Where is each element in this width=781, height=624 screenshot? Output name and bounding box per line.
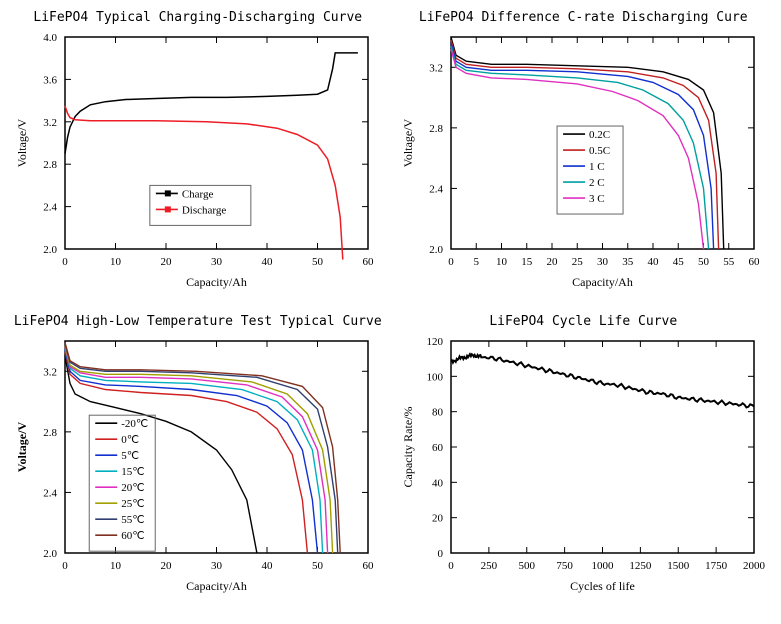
svg-text:10: 10 (496, 256, 508, 268)
svg-text:30: 30 (211, 256, 223, 268)
svg-text:10: 10 (110, 256, 122, 268)
svg-text:10: 10 (110, 560, 122, 572)
svg-text:2.8: 2.8 (43, 159, 57, 171)
svg-text:1500: 1500 (667, 560, 690, 572)
svg-text:2.0: 2.0 (43, 548, 57, 560)
svg-text:0: 0 (448, 560, 454, 572)
svg-text:Capacity/Ah: Capacity/Ah (186, 579, 247, 593)
svg-text:0.2C: 0.2C (589, 129, 610, 141)
svg-text:20: 20 (161, 560, 173, 572)
panel-crate: LiFePO4 Difference C-rate Discharging Cu… (396, 10, 772, 294)
svg-text:20: 20 (432, 513, 444, 525)
svg-text:45: 45 (672, 256, 684, 268)
svg-text:0: 0 (437, 548, 443, 560)
svg-text:2.8: 2.8 (429, 123, 443, 135)
svg-text:-20℃: -20℃ (121, 418, 148, 430)
svg-text:0: 0 (448, 256, 454, 268)
svg-text:60: 60 (363, 256, 375, 268)
panel-cyclelife: LiFePO4 Cycle Life Curve 025050075010001… (396, 314, 772, 598)
svg-text:5: 5 (473, 256, 479, 268)
svg-text:120: 120 (426, 336, 443, 348)
svg-text:40: 40 (262, 256, 274, 268)
svg-text:3.2: 3.2 (43, 366, 57, 378)
svg-text:100: 100 (426, 371, 443, 383)
svg-text:40: 40 (647, 256, 659, 268)
svg-text:60: 60 (363, 560, 375, 572)
title-br: LiFePO4 Cycle Life Curve (396, 314, 772, 329)
svg-text:20℃: 20℃ (121, 482, 144, 494)
panel-temperature: LiFePO4 High-Low Temperature Test Typica… (10, 314, 386, 598)
chart-tr: 0 5 10 15 20 25 30 35 40 45 50 55 60 2.0 2.4 2.8 3.2 Capa… (396, 29, 766, 294)
svg-text:1250: 1250 (629, 560, 652, 572)
chart-grid: LiFePO4 Typical Charging-Discharging Cur… (10, 10, 771, 598)
svg-text:3.6: 3.6 (43, 74, 57, 86)
svg-text:500: 500 (518, 560, 535, 572)
svg-text:0.5C: 0.5C (589, 145, 610, 157)
chart-bl: 0 10 20 30 40 50 60 2.0 2.4 2.8 3.2 Capacity/Ah Volt… (10, 333, 380, 598)
svg-text:25℃: 25℃ (121, 498, 144, 510)
svg-text:Discharge: Discharge (182, 204, 227, 216)
svg-text:55: 55 (723, 256, 735, 268)
svg-text:2.4: 2.4 (43, 202, 57, 214)
svg-text:20: 20 (161, 256, 173, 268)
svg-text:Capacity/Ah: Capacity/Ah (186, 275, 247, 289)
panel-charge-discharge: LiFePO4 Typical Charging-Discharging Cur… (10, 10, 386, 294)
svg-text:750: 750 (556, 560, 573, 572)
svg-text:Voltage/V: Voltage/V (401, 118, 415, 167)
svg-text:40: 40 (262, 560, 274, 572)
svg-text:3 C: 3 C (589, 193, 605, 205)
svg-text:25: 25 (571, 256, 583, 268)
svg-text:2000: 2000 (743, 560, 766, 572)
svg-text:250: 250 (480, 560, 497, 572)
svg-text:0: 0 (62, 256, 68, 268)
svg-text:15℃: 15℃ (121, 466, 144, 478)
svg-text:Cycles of life: Cycles of life (570, 579, 635, 593)
svg-text:0℃: 0℃ (121, 434, 139, 446)
svg-text:35: 35 (622, 256, 634, 268)
svg-text:2.0: 2.0 (429, 244, 443, 256)
svg-text:3.2: 3.2 (429, 62, 443, 74)
svg-text:2.0: 2.0 (43, 244, 57, 256)
svg-text:30: 30 (211, 560, 223, 572)
chart-br: 0 250 500 750 1000 1250 1500 1750 2000 0 20 40 60 80 1… (396, 333, 766, 598)
title-tl: LiFePO4 Typical Charging-Discharging Cur… (10, 10, 386, 25)
svg-text:Charge: Charge (182, 188, 214, 200)
svg-text:Capacity Rate/%: Capacity Rate/% (401, 407, 415, 488)
svg-text:55℃: 55℃ (121, 514, 144, 526)
svg-text:1750: 1750 (705, 560, 728, 572)
svg-text:40: 40 (432, 477, 444, 489)
svg-text:2.4: 2.4 (43, 487, 57, 499)
title-tr: LiFePO4 Difference C-rate Discharging Cu… (396, 10, 772, 25)
svg-text:5℃: 5℃ (121, 450, 139, 462)
svg-text:60: 60 (748, 256, 760, 268)
svg-text:1000: 1000 (591, 560, 614, 572)
svg-text:4.0: 4.0 (43, 32, 57, 44)
svg-text:50: 50 (312, 256, 324, 268)
title-bl: LiFePO4 High-Low Temperature Test Typica… (10, 314, 386, 329)
svg-text:20: 20 (546, 256, 558, 268)
svg-text:1 C: 1 C (589, 161, 605, 173)
svg-text:2.8: 2.8 (43, 427, 57, 439)
svg-text:0: 0 (62, 560, 68, 572)
svg-text:Capacity/Ah: Capacity/Ah (572, 275, 633, 289)
svg-text:Voltage/V: Voltage/V (15, 422, 29, 473)
svg-text:2 C: 2 C (589, 177, 605, 189)
svg-text:60: 60 (432, 442, 444, 454)
chart-tl: 0 10 20 30 40 50 60 2.0 2.4 2.8 3.2 3.6 4.0 Capacity/… (10, 29, 380, 294)
svg-text:50: 50 (312, 560, 324, 572)
svg-text:80: 80 (432, 407, 444, 419)
svg-text:15: 15 (521, 256, 533, 268)
svg-text:50: 50 (698, 256, 710, 268)
svg-text:30: 30 (597, 256, 609, 268)
svg-text:3.2: 3.2 (43, 117, 57, 129)
svg-text:Voltage/V: Voltage/V (15, 118, 29, 167)
svg-text:60℃: 60℃ (121, 530, 144, 542)
svg-text:2.4: 2.4 (429, 183, 443, 195)
